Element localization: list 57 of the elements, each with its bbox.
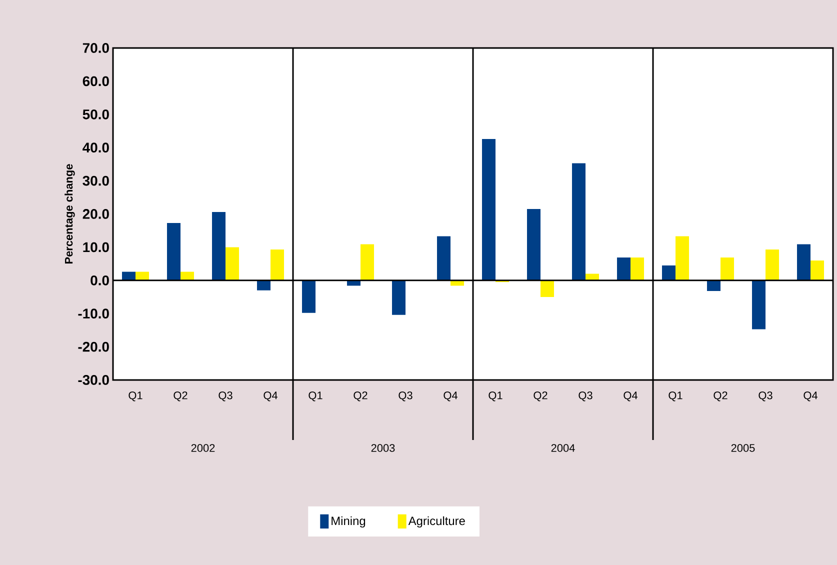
y-tick-label: -20.0 bbox=[78, 342, 109, 352]
x-tick-label: Q4 bbox=[804, 392, 818, 402]
text: 2005 bbox=[731, 444, 755, 452]
x-tick-label: Q1 bbox=[308, 392, 322, 402]
x-tick-label: Q3 bbox=[398, 392, 412, 402]
text: 2003 bbox=[371, 444, 395, 452]
y-axis-title: Percentage change bbox=[64, 164, 75, 264]
x-tick-label: Q4 bbox=[444, 392, 458, 402]
bar bbox=[257, 280, 271, 290]
x-tick-label: Q1 bbox=[668, 392, 682, 402]
y-tick-label: 0.0 bbox=[90, 275, 109, 286]
bar bbox=[167, 222, 181, 280]
bar bbox=[226, 247, 240, 280]
bar bbox=[482, 138, 496, 280]
legend-label: Agriculture bbox=[408, 516, 465, 528]
bar bbox=[270, 250, 284, 280]
text: 2002 bbox=[191, 444, 215, 452]
y-tick-label: -10.0 bbox=[78, 308, 109, 319]
bar bbox=[437, 236, 451, 280]
x-tick-label: Q2 bbox=[354, 392, 368, 402]
bar bbox=[676, 236, 690, 280]
y-tick-label: 30.0 bbox=[82, 176, 109, 186]
bar bbox=[630, 257, 644, 280]
bar bbox=[797, 244, 811, 280]
x-tick-label: Q2 bbox=[534, 392, 548, 402]
x-tick-label: Q1 bbox=[488, 392, 502, 402]
y-tick-label: 50.0 bbox=[82, 109, 109, 120]
bar bbox=[617, 257, 631, 280]
x-tick-label: Q2 bbox=[714, 392, 728, 402]
bar bbox=[572, 163, 586, 280]
bar bbox=[810, 260, 824, 280]
x-tick-label: Q3 bbox=[758, 392, 772, 402]
x-tick-label: Q4 bbox=[624, 392, 638, 402]
bar bbox=[720, 257, 734, 280]
y-tick-label: 40.0 bbox=[82, 142, 109, 153]
x-tick-label: Q1 bbox=[128, 392, 142, 402]
bar bbox=[527, 209, 541, 280]
bar bbox=[766, 250, 780, 280]
bar bbox=[707, 280, 721, 292]
bar bbox=[392, 280, 406, 315]
bar bbox=[360, 244, 374, 280]
bar bbox=[212, 212, 226, 280]
bar bbox=[302, 280, 316, 313]
bar bbox=[662, 265, 676, 280]
x-tick-label: Q2 bbox=[174, 392, 188, 402]
x-tick-label: Q4 bbox=[264, 392, 278, 402]
y-tick-label: 10.0 bbox=[83, 242, 109, 252]
y-tick-label: 20.0 bbox=[82, 209, 109, 219]
x-tick-label: Q3 bbox=[218, 392, 232, 402]
legend-label: Mining bbox=[332, 516, 366, 528]
y-tick-label: 60.0 bbox=[82, 76, 109, 86]
text: 2004 bbox=[551, 444, 575, 452]
y-tick-label: 70.0 bbox=[82, 43, 109, 53]
bar bbox=[752, 280, 766, 330]
y-tick-label: -30.0 bbox=[78, 375, 109, 385]
x-tick-label: Q3 bbox=[578, 392, 592, 402]
bar bbox=[540, 280, 554, 297]
